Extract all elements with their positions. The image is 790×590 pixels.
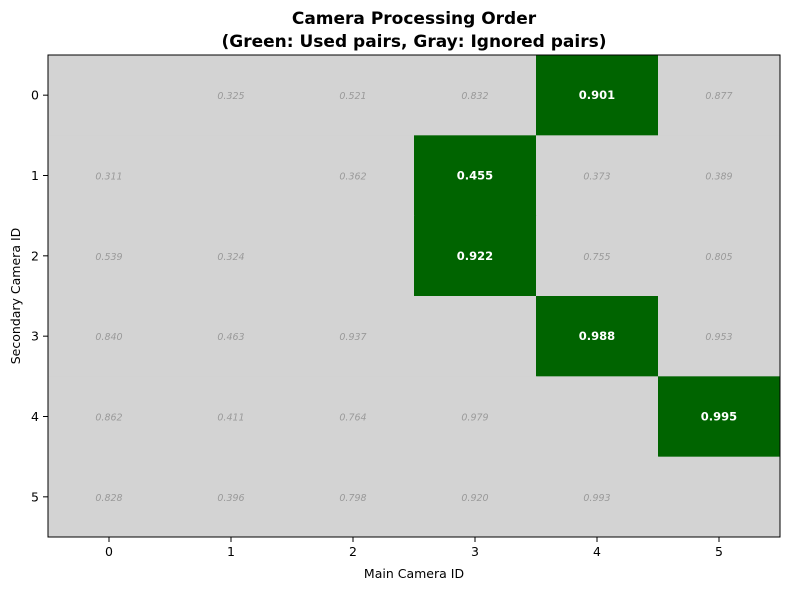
x-tick-label: 5 <box>715 544 723 559</box>
y-tick-label: 2 <box>31 248 39 263</box>
cell-value-ignored: 0.521 <box>339 91 366 102</box>
cell-value-ignored: 0.764 <box>339 413 366 424</box>
cell-ignored <box>292 296 415 377</box>
heatmap-cells <box>48 55 781 538</box>
cell-used <box>414 215 537 297</box>
cell-ignored <box>658 55 781 136</box>
cell-value-used: 0.922 <box>457 249 493 263</box>
cell-value-ignored: 0.953 <box>705 332 732 343</box>
cell-ignored <box>414 55 537 136</box>
cell-ignored <box>48 376 171 458</box>
cell-values: 0.325 0.521 0.832 0.901 0.877 0.311 0.362 0.455… <box>95 88 737 504</box>
cell-ignored <box>536 376 659 458</box>
y-axis-label: Secondary Camera ID <box>8 228 23 365</box>
cell-value-ignored: 0.411 <box>217 413 244 424</box>
chart-subtitle: (Green: Used pairs, Gray: Ignored pairs) <box>222 32 607 52</box>
cell-value-ignored: 0.362 <box>339 172 366 183</box>
x-tick-label: 4 <box>593 544 601 559</box>
cell-value-ignored: 0.832 <box>461 91 488 102</box>
cell-ignored <box>48 135 171 217</box>
chart-title: Camera Processing Order <box>292 9 537 29</box>
cell-ignored <box>536 456 659 538</box>
cell-used <box>658 376 781 458</box>
cell-ignored <box>48 215 171 297</box>
y-tick-label: 1 <box>31 168 39 183</box>
cell-value-ignored: 0.877 <box>705 91 732 102</box>
cell-ignored <box>414 296 537 377</box>
cell-value-used: 0.988 <box>579 329 615 343</box>
cell-ignored <box>658 135 781 217</box>
cell-value-ignored: 0.396 <box>217 493 244 504</box>
cell-ignored <box>658 215 781 297</box>
cell-value-ignored: 0.311 <box>95 172 122 183</box>
cell-value-ignored: 0.539 <box>95 252 122 263</box>
cell-value-ignored: 0.937 <box>339 332 366 343</box>
cell-value-used: 0.901 <box>579 88 615 102</box>
cell-value-used: 0.455 <box>457 169 493 183</box>
cell-ignored <box>48 55 171 136</box>
axis-ticks: 0 1 2 3 4 5 0 1 2 3 4 5 <box>31 88 723 559</box>
cell-value-ignored: 0.828 <box>95 493 122 504</box>
y-tick-label: 3 <box>31 329 39 344</box>
cell-value-ignored: 0.920 <box>461 493 488 504</box>
cell-value-used: 0.995 <box>701 410 737 424</box>
cell-value-ignored: 0.979 <box>461 413 488 424</box>
cell-ignored <box>536 135 659 217</box>
cell-ignored <box>48 456 171 538</box>
cell-value-ignored: 0.463 <box>217 332 244 343</box>
cell-used <box>414 135 537 217</box>
plot-frame <box>47 54 781 538</box>
cell-value-ignored: 0.324 <box>217 252 244 263</box>
cell-ignored <box>292 135 415 217</box>
x-tick-label: 3 <box>471 544 479 559</box>
x-axis-label: Main Camera ID <box>364 566 464 581</box>
y-tick-label: 0 <box>31 88 39 103</box>
cell-value-ignored: 0.862 <box>95 413 122 424</box>
cell-ignored <box>170 456 293 538</box>
cell-value-ignored: 0.993 <box>583 493 610 504</box>
cell-value-ignored: 0.389 <box>705 172 732 183</box>
y-tick-label: 5 <box>31 489 39 504</box>
cell-ignored <box>170 55 293 136</box>
x-tick-label: 2 <box>349 544 357 559</box>
cell-value-ignored: 0.755 <box>583 252 610 263</box>
cell-value-ignored: 0.840 <box>95 332 122 343</box>
cell-used <box>536 296 659 377</box>
cell-ignored <box>48 296 171 377</box>
cell-ignored <box>292 376 415 458</box>
cell-ignored <box>170 296 293 377</box>
cell-ignored <box>170 376 293 458</box>
cell-ignored <box>414 456 537 538</box>
cell-ignored <box>170 215 293 297</box>
cell-ignored <box>292 456 415 538</box>
cell-ignored <box>658 456 781 538</box>
cell-value-ignored: 0.373 <box>583 172 610 183</box>
cell-used <box>536 55 659 136</box>
cell-ignored <box>536 215 659 297</box>
cell-value-ignored: 0.325 <box>217 91 244 102</box>
cell-ignored <box>414 376 537 458</box>
cell-value-ignored: 0.805 <box>705 252 732 263</box>
cell-ignored <box>658 296 781 377</box>
cell-ignored <box>292 55 415 136</box>
x-tick-label: 0 <box>105 544 113 559</box>
cell-value-ignored: 0.798 <box>339 493 366 504</box>
cell-ignored <box>170 135 293 217</box>
y-tick-label: 4 <box>31 409 39 424</box>
x-tick-label: 1 <box>227 544 235 559</box>
cell-ignored <box>292 215 415 297</box>
